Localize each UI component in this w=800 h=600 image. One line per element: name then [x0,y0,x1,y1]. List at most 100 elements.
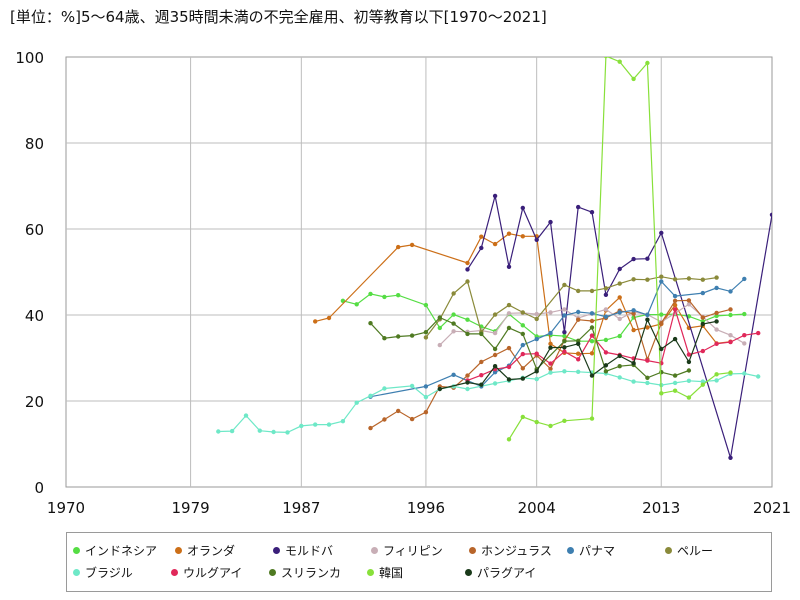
data-point [562,418,567,423]
x-axis-ticks: 1970 1979 1987 1996 2004 2013 2021 [47,499,791,517]
data-point [437,342,442,348]
x-tick-label: 2013 [642,499,680,517]
legend-item: 韓国 [367,561,465,583]
x-tick-label: 1979 [171,499,209,517]
data-point [714,319,719,324]
data-point [506,231,512,236]
data-point [617,364,622,369]
legend-item: ブラジル [73,561,171,583]
data-point [562,333,567,339]
data-point [617,281,622,286]
data-point [479,331,484,337]
data-point [299,423,304,429]
data-point [742,311,747,317]
data-point [631,379,636,384]
data-point [756,330,761,336]
data-point [382,417,387,422]
data-point [396,334,401,339]
data-point [548,330,553,336]
legend-label: ペルー [677,543,714,558]
data-point [520,323,525,328]
data-point [548,345,553,350]
data-point [492,330,498,336]
series-1 [313,231,733,356]
data-point [603,369,609,374]
data-point [340,419,346,424]
data-point [257,428,262,433]
data-point [645,277,650,282]
series-line [439,318,717,390]
data-point [631,277,636,282]
data-point [714,285,719,291]
data-point [617,353,622,359]
data-point [686,378,692,383]
data-point [326,422,332,427]
data-point [216,429,221,434]
data-point [617,59,622,64]
data-point [742,276,747,282]
data-point [672,277,678,282]
data-point [562,282,567,288]
data-point [714,378,719,383]
data-point [479,359,484,365]
data-point [423,410,429,415]
series-line [315,233,731,355]
data-point [465,279,470,284]
data-point [451,291,456,296]
legend-item: モルドバ [273,539,371,561]
legend-label: スリランカ [281,565,342,580]
legend-marker [469,546,476,554]
data-point [576,317,581,322]
legend-label: ウルグアイ [183,565,243,580]
data-point [659,274,664,279]
series-line [467,307,759,381]
data-point [506,302,512,308]
data-point [672,307,678,312]
legend: インドネシア オランダ モルドバ フィリピン ホンジュラス パナマ ペルー ブラジル ウルグアイ… [66,532,772,592]
data-point [451,372,456,377]
data-point [659,230,664,236]
data-point [548,361,553,366]
data-point [465,380,470,385]
data-point [562,339,567,344]
legend-marker [371,546,378,554]
data-point [534,419,539,425]
data-point [506,377,512,382]
data-point [506,437,512,442]
series-group [216,57,772,460]
data-point [714,341,719,346]
data-point [589,325,595,330]
data-point [645,256,650,261]
data-point [686,359,692,365]
data-point [686,395,692,400]
data-point [645,358,650,363]
legend-label: フィリピン [383,543,443,558]
data-point [603,314,609,319]
data-point [437,325,442,331]
data-point [728,455,733,460]
legend-marker [567,546,574,554]
data-point [271,429,276,435]
legend-item: ウルグアイ [171,561,269,583]
data-point [562,345,567,350]
data-point [562,307,567,312]
data-point [382,336,387,341]
data-point [285,430,290,435]
data-point [520,376,525,381]
data-point [769,212,772,217]
data-point [617,266,622,272]
data-point [465,267,470,272]
legend-marker [171,568,178,576]
chart-title: [単位：%]5～64歳、週35時間未満の不完全雇用、初等教育以下[1970～20… [10,8,547,26]
data-point [409,242,415,248]
data-point [479,245,484,251]
legend-item: ホンジュラス [469,539,567,561]
data-point [714,275,719,280]
legend-label: パラグアイ [477,565,537,580]
data-point [451,312,456,317]
legend-label: ブラジル [85,565,133,580]
data-point [520,366,525,371]
data-point [686,298,692,303]
x-tick-label: 1970 [47,499,85,517]
data-point [728,339,733,345]
